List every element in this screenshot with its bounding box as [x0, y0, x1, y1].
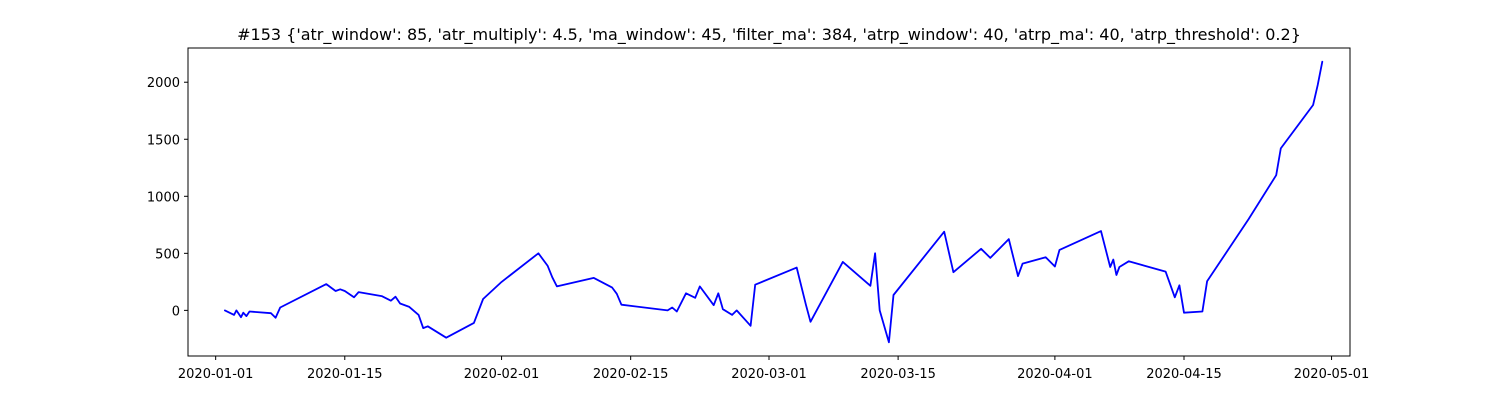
y-tick-label: 500: [155, 247, 180, 262]
x-tick-label: 2020-02-01: [464, 367, 540, 382]
y-tick-label: 0: [172, 304, 180, 319]
x-axis: 2020-01-01 2020-01-15 2020-02-01 2020-02-15…: [178, 356, 1369, 382]
y-tick-label: 1500: [147, 133, 180, 148]
chart-title: #153 {'atr_window': 85, 'atr_multiply': …: [237, 25, 1301, 45]
y-tick-label: 2000: [147, 76, 180, 91]
y-tick-label: 1000: [147, 190, 180, 205]
series-line: [223, 60, 1324, 344]
x-tick-label: 2020-04-15: [1146, 367, 1222, 382]
plot-area: [223, 60, 1324, 344]
x-tick-label: 2020-02-15: [593, 367, 669, 382]
x-tick-label: 2020-01-15: [307, 367, 383, 382]
x-tick-label: 2020-03-01: [731, 367, 807, 382]
y-axis: 0 500 1000 1500 2000: [147, 76, 188, 319]
x-tick-label: 2020-05-01: [1294, 367, 1370, 382]
x-tick-label: 2020-01-01: [178, 367, 254, 382]
x-tick-label: 2020-04-01: [1017, 367, 1093, 382]
plot-frame: [187, 47, 1351, 357]
x-tick-label: 2020-03-15: [860, 367, 936, 382]
